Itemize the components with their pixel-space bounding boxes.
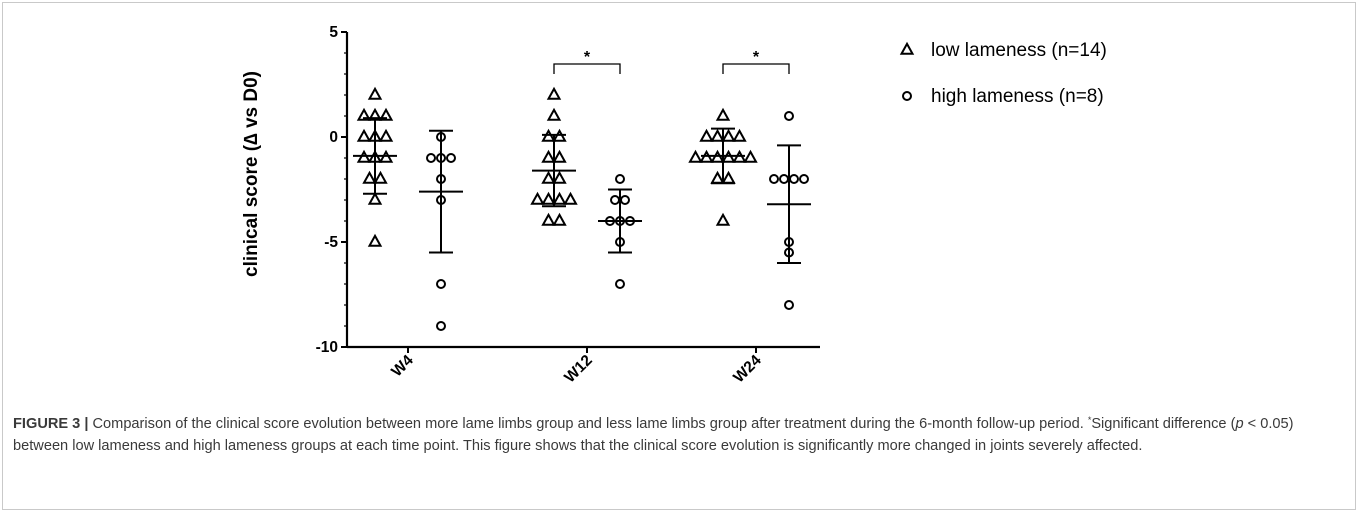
point-low-lameness: [541, 212, 556, 226]
caption-star: *: [1087, 415, 1092, 425]
caption-text-3: < 0.05) between low lameness and high la…: [13, 416, 1294, 454]
point-low-lameness: [732, 128, 747, 142]
point-high-lameness: [615, 279, 625, 289]
point-low-lameness: [743, 149, 758, 163]
legend-circle-marker: [902, 91, 912, 101]
point-high-lameness: [610, 195, 620, 205]
axes: 5 0 -5 -10 W4 W12 W24: [316, 24, 820, 386]
point-low-lameness: [546, 86, 562, 100]
point-high-lameness: [436, 279, 446, 289]
caption-text-2: Significant difference (: [1091, 416, 1236, 432]
point-low-lameness: [552, 212, 567, 226]
legend-label: low lameness (n=14): [931, 40, 1107, 61]
figure-caption: FIGURE 3 | Comparison of the clinical sc…: [13, 413, 1348, 457]
legend: low lameness (n=14) high lameness (n=8): [899, 40, 1107, 107]
point-high-lameness: [799, 174, 809, 184]
point-low-lameness: [362, 170, 377, 184]
point-low-lameness: [710, 170, 725, 184]
point-low-lameness: [546, 107, 562, 121]
x-tick-label-w4: W4: [388, 352, 417, 381]
point-high-lameness: [784, 300, 794, 310]
point-high-lameness: [789, 174, 799, 184]
point-low-lameness: [373, 170, 388, 184]
y-tick-label: 0: [329, 129, 338, 146]
caption-label: FIGURE 3 |: [13, 416, 89, 432]
point-high-lameness: [615, 174, 625, 184]
caption-text-1: Comparison of the clinical score evoluti…: [88, 416, 1088, 432]
point-low-lameness: [715, 107, 731, 121]
significance-star: *: [584, 49, 591, 66]
point-low-lameness: [699, 128, 714, 142]
significance-bracket: [553, 63, 621, 74]
significance-bracket: [722, 63, 790, 74]
point-high-lameness: [784, 111, 794, 121]
point-low-lameness: [688, 149, 703, 163]
point-low-lameness: [721, 170, 736, 184]
x-tick-label-w12: W12: [561, 352, 596, 387]
point-low-lameness: [541, 191, 556, 205]
point-high-lameness: [620, 195, 630, 205]
point-low-lameness: [721, 128, 736, 142]
point-low-lameness: [367, 86, 383, 100]
significance-star: *: [753, 49, 760, 66]
point-low-lameness: [367, 233, 383, 247]
point-low-lameness: [378, 128, 394, 142]
caption-p: p: [1235, 416, 1244, 432]
scatter-chart: clinical score (∆ vs D0) 5 0 -5 -10 W4 W12 W24…: [241, 24, 1107, 386]
point-low-lameness: [715, 212, 731, 226]
legend-label: high lameness (n=8): [931, 86, 1104, 107]
point-high-lameness: [426, 153, 436, 163]
point-low-lameness: [530, 191, 545, 205]
point-low-lameness: [367, 191, 383, 205]
legend-triangle-marker: [899, 41, 915, 55]
point-high-lameness: [779, 174, 789, 184]
point-low-lameness: [541, 149, 556, 163]
point-high-lameness: [769, 174, 779, 184]
y-tick-label: -10: [316, 339, 338, 356]
point-low-lameness: [541, 170, 556, 184]
x-tick-label-w24: W24: [730, 352, 765, 387]
point-low-lameness: [552, 149, 567, 163]
data-marks: * *: [353, 49, 811, 331]
y-tick-label: -5: [324, 234, 338, 251]
point-low-lameness: [552, 191, 567, 205]
y-tick-label: 5: [329, 24, 338, 41]
point-high-lameness: [436, 321, 446, 331]
point-low-lameness: [552, 170, 567, 184]
point-low-lameness: [563, 191, 578, 205]
y-axis-label: clinical score (∆ vs D0): [241, 71, 262, 277]
point-low-lameness: [710, 128, 725, 142]
point-high-lameness: [446, 153, 456, 163]
point-low-lameness: [356, 128, 372, 142]
